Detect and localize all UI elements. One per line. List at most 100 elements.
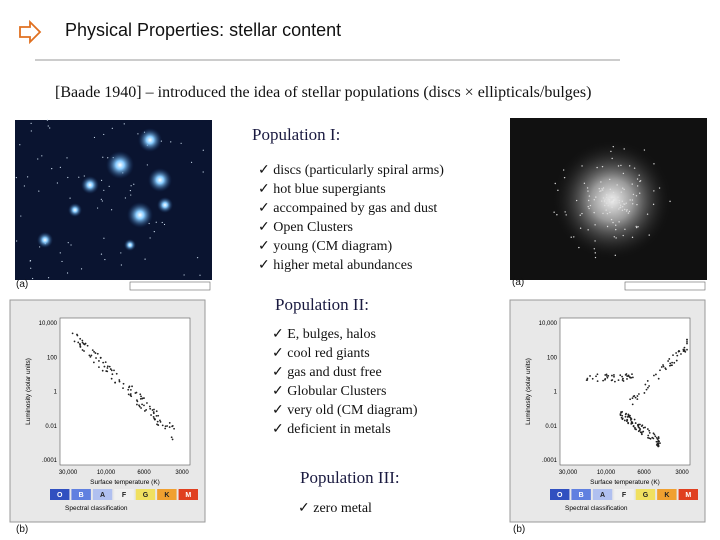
hr-star	[76, 333, 78, 336]
hr-star	[622, 380, 625, 382]
hr-star	[164, 425, 167, 428]
star	[46, 119, 49, 121]
bright-star	[68, 203, 82, 217]
hr-star	[106, 367, 109, 369]
star	[103, 189, 105, 191]
hr-star	[86, 344, 89, 347]
hr-star	[127, 393, 130, 396]
star	[19, 144, 21, 146]
spectral-swatch	[50, 489, 70, 500]
star	[570, 236, 572, 238]
star	[603, 200, 606, 203]
hr-star	[620, 411, 623, 414]
star	[103, 133, 105, 136]
star	[101, 200, 103, 202]
star	[639, 180, 642, 182]
bright-star	[138, 128, 162, 152]
hr-star	[101, 369, 104, 372]
star	[20, 215, 22, 217]
spectral-class: K	[664, 492, 669, 499]
hr-star	[591, 377, 594, 380]
hr-star	[672, 354, 674, 357]
hr-star	[153, 417, 156, 420]
stars	[15, 119, 204, 280]
star	[586, 187, 589, 189]
star	[56, 182, 58, 184]
spectral-swatch	[114, 489, 134, 500]
hr-star	[156, 420, 159, 423]
hr-star	[92, 361, 95, 364]
hr-star	[93, 350, 95, 353]
hr-star	[626, 378, 628, 380]
y-tick-label: 0.01	[45, 424, 57, 430]
star	[579, 214, 581, 216]
hr-star	[596, 380, 599, 383]
hr-star	[657, 377, 660, 380]
star	[130, 185, 132, 187]
star	[66, 157, 68, 159]
hr-star	[686, 342, 688, 345]
star	[610, 218, 613, 221]
hr-star	[98, 366, 100, 369]
y-axis-label: Luminosity (solar units)	[525, 358, 532, 425]
population-item: accompained by gas and dust	[258, 200, 437, 217]
population-item: zero metal	[298, 500, 372, 517]
population-heading: Population III:	[300, 468, 400, 487]
scale-bar	[624, 281, 706, 291]
bright-star	[148, 168, 172, 192]
spectral-class: M	[685, 492, 691, 499]
hr-star	[143, 404, 145, 407]
hr-star	[586, 377, 589, 380]
star	[593, 199, 595, 201]
star	[199, 274, 201, 276]
hr-star	[77, 341, 80, 344]
star	[615, 237, 617, 239]
hr-star	[630, 376, 633, 379]
star	[622, 234, 624, 237]
bright-star	[124, 239, 136, 251]
star	[611, 157, 613, 160]
hr-star	[648, 429, 651, 432]
hr-star	[611, 379, 614, 381]
hr-star	[127, 388, 130, 391]
figure-label: (a)	[512, 277, 525, 288]
star	[614, 200, 616, 203]
hr-star	[620, 416, 623, 419]
star	[149, 237, 151, 239]
hr-star	[640, 431, 643, 434]
hr-star	[155, 415, 158, 417]
hr-star	[682, 350, 685, 352]
hr-star	[140, 407, 142, 409]
hr-star	[633, 418, 636, 421]
hr-star	[589, 375, 591, 377]
hr-star	[153, 408, 155, 411]
hr-star	[683, 346, 686, 349]
star	[612, 221, 614, 224]
hr-star	[657, 439, 660, 442]
star	[30, 130, 32, 132]
star	[594, 224, 596, 226]
star	[15, 176, 17, 179]
star	[609, 197, 611, 200]
hr-star	[636, 398, 639, 401]
hr-star	[655, 440, 658, 443]
star	[47, 125, 49, 127]
star	[51, 168, 53, 170]
hr-star	[146, 402, 148, 404]
hr-star	[111, 373, 114, 376]
hr-star	[676, 354, 679, 357]
hr-star	[159, 419, 161, 422]
star	[588, 195, 591, 197]
star	[636, 185, 639, 187]
hr-star	[118, 379, 121, 381]
hr-star	[611, 374, 613, 377]
hr-star	[104, 361, 107, 364]
hr-star	[677, 349, 680, 352]
star	[562, 169, 565, 171]
hr-star	[631, 373, 633, 376]
hr-star	[605, 375, 608, 377]
hr-star	[115, 372, 118, 375]
star	[588, 207, 590, 210]
hr-star	[622, 377, 624, 380]
